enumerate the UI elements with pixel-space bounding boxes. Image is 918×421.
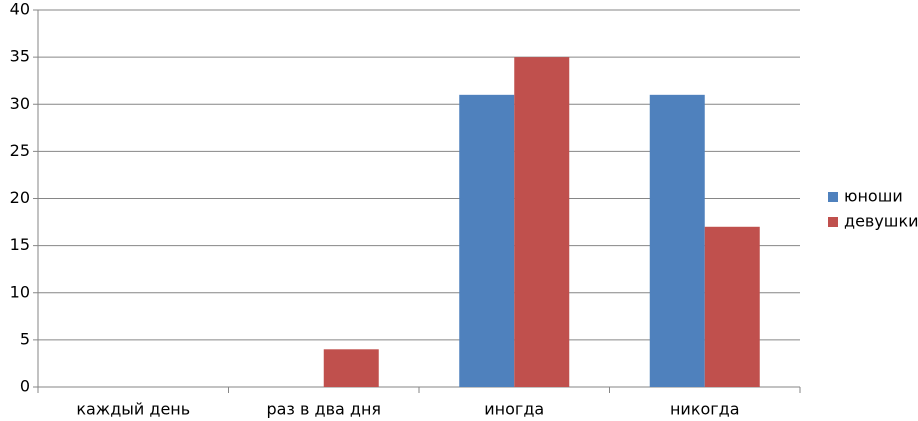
y-tick-label: 0 xyxy=(20,377,30,396)
y-tick-label: 40 xyxy=(10,0,30,19)
bar xyxy=(649,94,705,387)
y-tick-label: 35 xyxy=(10,47,30,66)
y-tick-label: 20 xyxy=(10,188,30,207)
legend-swatch xyxy=(828,217,838,227)
legend-label: девушки xyxy=(844,212,918,231)
bar xyxy=(514,57,570,387)
y-tick-label: 5 xyxy=(20,329,30,348)
y-tick-label: 25 xyxy=(10,141,30,160)
x-tick-label: иногда xyxy=(484,400,544,419)
y-tick-label: 30 xyxy=(10,94,30,113)
bar xyxy=(459,94,515,387)
legend-swatch xyxy=(828,192,838,202)
x-tick-label: каждый день xyxy=(76,400,190,419)
bar xyxy=(323,349,379,387)
x-tick-label: раз в два дня xyxy=(266,400,381,419)
x-tick-label: никогда xyxy=(670,400,740,419)
y-tick-label: 10 xyxy=(10,282,30,301)
bar xyxy=(704,226,760,387)
y-tick-label: 15 xyxy=(10,235,30,254)
legend-label: юноши xyxy=(844,187,903,206)
